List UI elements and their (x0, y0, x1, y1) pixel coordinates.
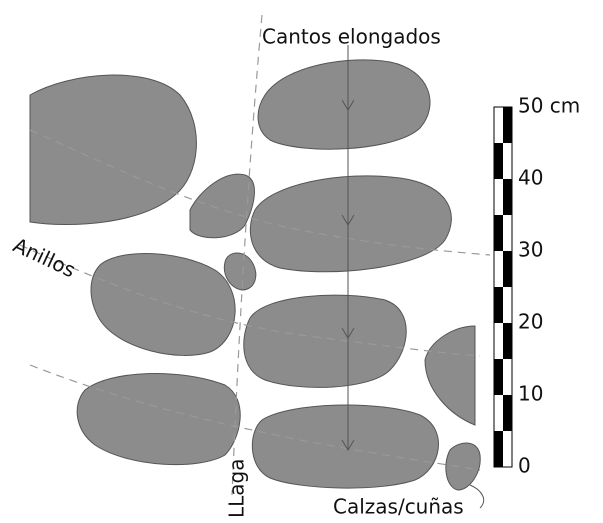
scale-segment (503, 251, 512, 287)
stone (258, 60, 430, 149)
stone (77, 374, 240, 465)
stone (190, 174, 254, 238)
stones (30, 60, 480, 490)
scale-label: 50 cm (518, 94, 580, 118)
diagram: 50 cm403020100 Cantos elongados Anillos … (0, 0, 603, 523)
scale-label: 20 (518, 310, 543, 334)
label: Cantos elongados (262, 25, 441, 49)
label: Anillos (10, 233, 80, 283)
pointer (470, 485, 484, 508)
stone (446, 443, 480, 490)
stone (91, 254, 235, 356)
stone (244, 295, 406, 387)
scale-segment (494, 431, 503, 467)
label: LLaga (225, 459, 249, 519)
scale-label: 0 (518, 454, 531, 478)
scale-segment (494, 359, 503, 395)
scale-segment (494, 215, 503, 251)
label: Calzas/cuñas (333, 495, 464, 519)
scale-segment (503, 323, 512, 359)
stone (30, 75, 196, 224)
scale-segment (494, 287, 503, 323)
stone (250, 176, 451, 272)
scale-segment (503, 179, 512, 215)
scale-label: 10 (518, 382, 543, 406)
scale-label: 40 (518, 166, 543, 190)
scale-segment (494, 143, 503, 179)
scale-bar: 50 cm 40 30 20 10 0 (494, 94, 580, 478)
scale-segment (503, 395, 512, 431)
stone (425, 326, 475, 425)
scale-segment (503, 107, 512, 143)
scale-label: 30 (518, 238, 543, 262)
